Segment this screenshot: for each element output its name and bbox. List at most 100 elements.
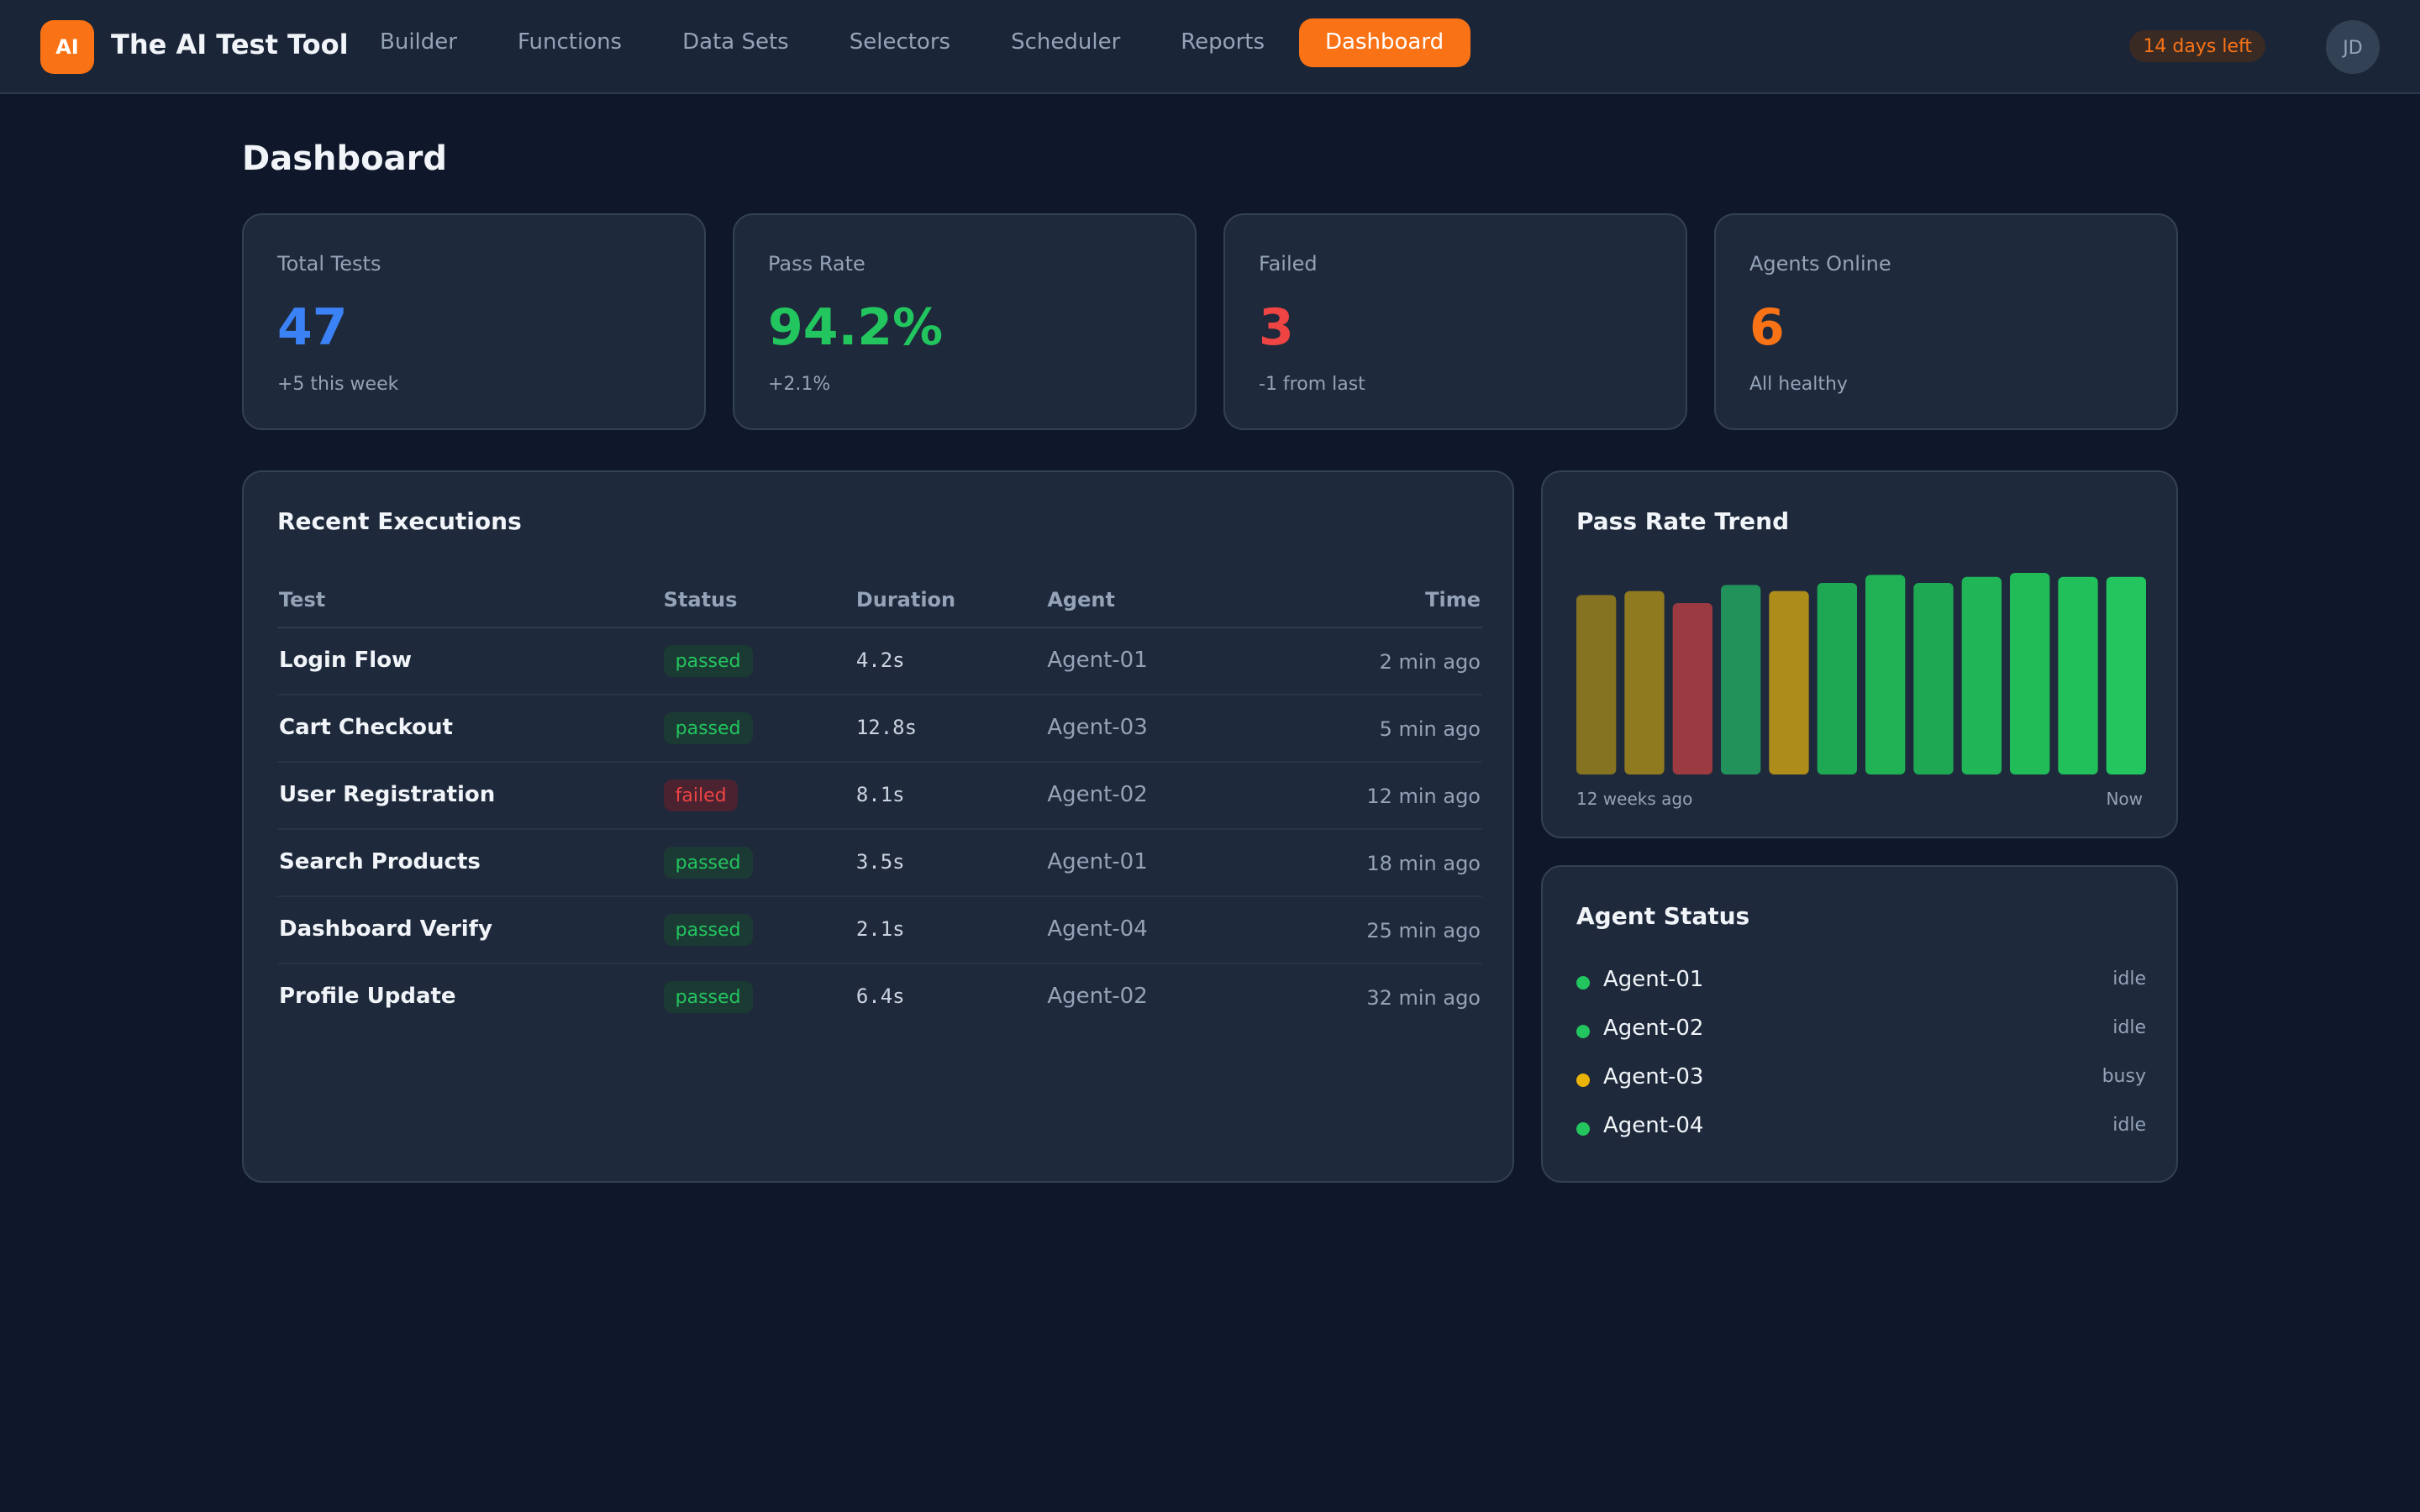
- nav-link[interactable]: Functions: [517, 30, 623, 55]
- trend-panel: Pass Rate Trend 12 weeks ago Now: [1541, 470, 2178, 838]
- nav-links: Builder Functions Data Sets Selectors Schedu…: [353, 18, 1471, 67]
- status-pill: passed: [663, 712, 753, 744]
- status-dot: [1576, 1122, 1590, 1136]
- test-name: Cart Checkout: [279, 716, 453, 741]
- cell: 8.1s: [854, 762, 1046, 830]
- test-name: Login Flow: [279, 648, 413, 674]
- execution-row[interactable]: Dashboard Verify passed 2.1s Agent-04 25 min…: [277, 896, 1482, 964]
- agent-name: Agent-02: [1603, 1016, 1704, 1042]
- trial-badge: 14 days left: [2129, 30, 2265, 62]
- status-dot: [1576, 976, 1590, 990]
- nav-link[interactable]: Data Sets: [682, 30, 789, 55]
- cell: Cart Checkout: [277, 695, 662, 763]
- executions-table: Test Status Duration Agent Time Login Flow pas…: [277, 573, 1482, 1030]
- stat-card: Agents Online 6 All healthy: [1714, 213, 2178, 430]
- page-title: Dashboard: [242, 138, 447, 178]
- test-name: User Registration: [279, 783, 496, 808]
- execution-row[interactable]: Login Flow passed 4.2s Agent-01 2 min ago: [277, 627, 1482, 696]
- stat-card: Failed 3 -1 from last: [1223, 213, 1687, 430]
- status-pill: passed: [663, 914, 753, 946]
- navbar: AI The AI Test Tool Builder Functions Data…: [0, 0, 2420, 94]
- time: 5 min ago: [1379, 717, 1481, 740]
- logo[interactable]: AI: [40, 20, 94, 74]
- execution-row[interactable]: Search Products passed 3.5s Agent-01 18 min …: [277, 829, 1482, 897]
- time: 2 min ago: [1379, 649, 1481, 673]
- trend-bar: [1913, 583, 1954, 774]
- cell: passed: [662, 963, 855, 1030]
- trend-bar: [1624, 591, 1665, 774]
- agent: Agent-03: [1047, 716, 1148, 741]
- agent-row: Agent-03 busy: [1576, 1065, 2146, 1095]
- stat-note: All healthy: [1749, 373, 1848, 395]
- trend-chart: [1576, 573, 2146, 774]
- cell: Login Flow: [277, 627, 662, 696]
- trend-bar: [2058, 576, 2098, 774]
- agent-status: idle: [2112, 1016, 2146, 1038]
- agent-row: Agent-01 idle: [1576, 968, 2146, 998]
- panel-title: Agent Status: [1576, 904, 1750, 931]
- trend-bar: [1672, 603, 1712, 774]
- cell: passed: [661, 896, 855, 964]
- stat-note: +5 this week: [277, 373, 399, 395]
- status-dot: [1576, 1025, 1590, 1038]
- agent-row: Agent-02 idle: [1576, 1016, 2146, 1047]
- agent-name: Agent-03: [1603, 1065, 1704, 1090]
- stat-value: 47: [277, 299, 348, 358]
- column-header: Test: [277, 573, 662, 628]
- trend-end: Now: [2106, 791, 2143, 810]
- duration: 2.1s: [855, 917, 905, 941]
- cell: Agent-02: [1045, 963, 1264, 1030]
- cell: passed: [661, 829, 855, 897]
- agent: Agent-02: [1047, 984, 1148, 1010]
- stat-value: 94.2%: [768, 299, 944, 358]
- cell: 12 min ago: [1264, 762, 1482, 830]
- avatar[interactable]: JD: [2326, 20, 2380, 74]
- cell: Agent-03: [1045, 695, 1265, 763]
- header-row: Test Status Duration Agent Time: [277, 573, 1482, 628]
- nav-link[interactable]: Selectors: [849, 30, 951, 55]
- time: 18 min ago: [1366, 851, 1481, 874]
- nav-link[interactable]: Scheduler: [1011, 30, 1121, 55]
- stat-note: -1 from last: [1259, 373, 1365, 395]
- nav-link[interactable]: Dashboard: [1298, 18, 1471, 67]
- cell: Profile Update: [277, 963, 662, 1030]
- trend-bar: [1576, 595, 1617, 774]
- cell: 25 min ago: [1264, 896, 1482, 964]
- brand: The AI Test Tool: [111, 29, 349, 60]
- trend-bar: [1961, 576, 2002, 774]
- duration: 8.1s: [855, 783, 905, 806]
- cell: passed: [661, 627, 855, 696]
- trend-start: 12 weeks ago: [1576, 791, 1693, 810]
- stat-card: Pass Rate 94.2% +2.1%: [733, 213, 1197, 430]
- column-header: Status: [661, 573, 855, 628]
- execution-row[interactable]: Cart Checkout passed 12.8s Agent-03 5 min ag…: [277, 695, 1482, 763]
- cell: 2.1s: [854, 896, 1046, 964]
- panel-title: Recent Executions: [277, 509, 522, 536]
- agent-name: Agent-01: [1603, 968, 1704, 993]
- cell: Agent-02: [1045, 762, 1265, 830]
- table-body: Login Flow passed 4.2s Agent-01 2 min ago Car…: [277, 627, 1482, 1030]
- trend-bar: [1769, 591, 1809, 774]
- nav-link[interactable]: Reports: [1181, 30, 1265, 55]
- cell: 4.2s: [854, 627, 1046, 696]
- status-dot: [1576, 1074, 1590, 1087]
- cell: passed: [661, 695, 855, 763]
- agent: Agent-01: [1047, 648, 1148, 674]
- agent: Agent-01: [1047, 850, 1148, 875]
- column-header: Agent: [1045, 573, 1265, 628]
- trend-bar: [1865, 575, 1906, 774]
- cell: 12.8s: [854, 695, 1046, 763]
- cell: failed: [661, 762, 855, 830]
- execution-row[interactable]: User Registration failed 8.1s Agent-02 12 mi…: [277, 762, 1482, 830]
- execution-row[interactable]: Profile Update passed 6.4s Agent-02 32 min a…: [277, 963, 1482, 1030]
- cell: User Registration: [277, 762, 662, 830]
- time: 32 min ago: [1366, 985, 1481, 1009]
- stat-label: Failed: [1259, 252, 1318, 276]
- agent-status: busy: [2102, 1065, 2146, 1087]
- trend-bar: [1721, 585, 1761, 774]
- nav-link[interactable]: Builder: [380, 30, 457, 55]
- time: 12 min ago: [1366, 784, 1481, 807]
